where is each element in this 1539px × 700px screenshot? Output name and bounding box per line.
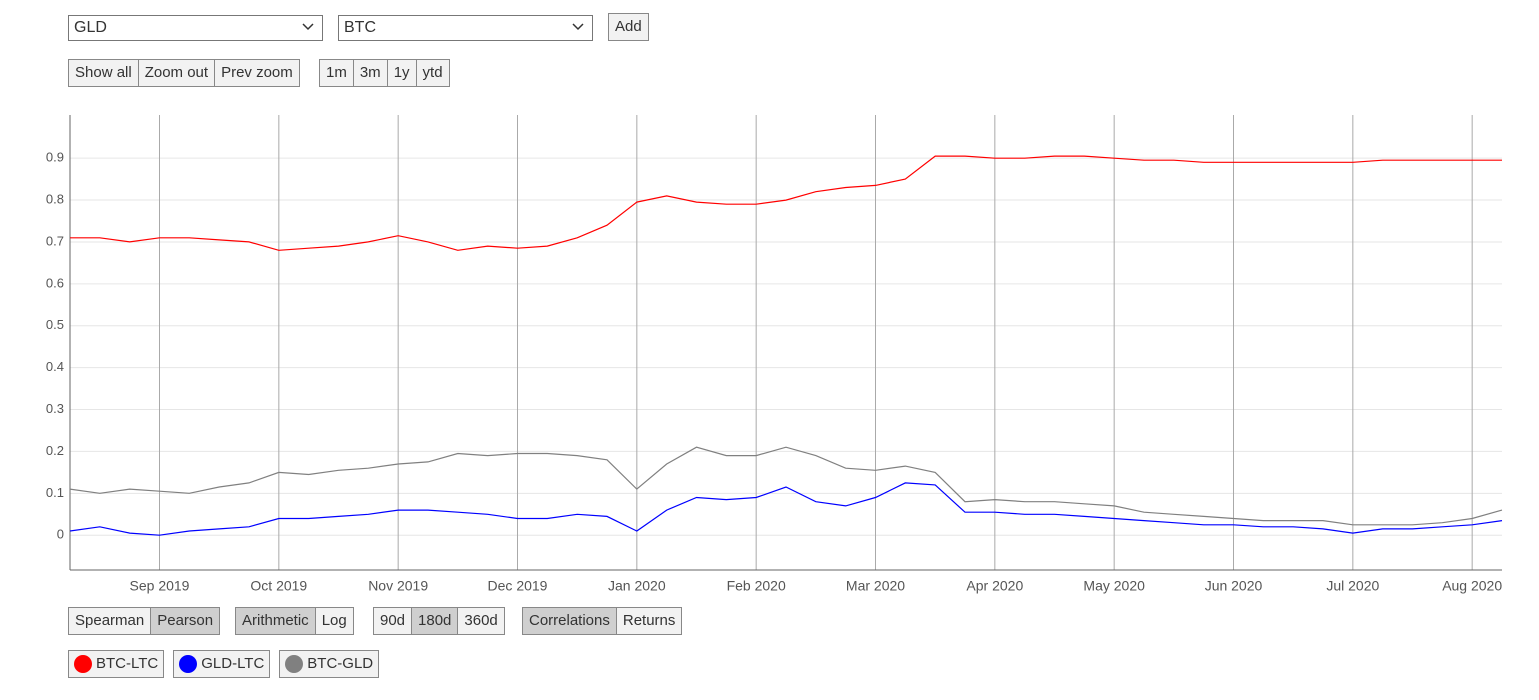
x-tick-label: Jun 2020 [1205,578,1263,594]
button[interactable]: Prev zoom [214,59,300,87]
x-tick-label: Dec 2019 [488,578,548,594]
series-line [70,155,1502,251]
legend-label: GLD-LTC [201,655,265,672]
button[interactable]: Returns [615,607,683,635]
x-tick-label: Oct 2019 [250,578,307,594]
legend: BTC-LTC GLD-LTC BTC-GLD [68,650,388,678]
add-button[interactable]: Add [608,13,649,41]
button[interactable]: 180d [411,607,459,635]
y-tick-label: 0.5 [46,317,64,332]
x-tick-label: Jul 2020 [1326,578,1379,594]
legend-label: BTC-LTC [96,655,159,672]
x-tick-label: Feb 2020 [727,578,786,594]
range-buttons: 1m 3m 1y ytd [319,59,450,87]
select[interactable]: BTC [338,15,593,41]
x-tick-label: Mar 2020 [846,578,905,594]
y-tick-label: 0.2 [46,443,64,458]
legend-item[interactable]: BTC-LTC [68,650,165,678]
zoom-buttons: Show all Zoom out Prev zoom [68,59,300,87]
x-tick-label: Nov 2019 [368,578,428,594]
select[interactable]: GLD [68,15,323,41]
legend-swatch [285,655,304,673]
y-tick-label: 0.8 [46,191,64,206]
button[interactable]: 3m [352,59,388,87]
legend-swatch [74,655,92,673]
legend-swatch [179,655,198,673]
chevron [572,23,584,31]
select-text: BTC [344,19,376,36]
button[interactable]: Arithmetic [235,607,316,635]
button[interactable]: ytd [415,59,450,87]
view-buttons: Correlations Returns [522,607,683,635]
y-tick-label: 0.1 [46,485,64,500]
legend-item[interactable]: GLD-LTC [173,650,271,678]
method-buttons: Spearman Pearson [68,607,221,635]
button[interactable]: Log [314,607,354,635]
series-line [69,482,1503,536]
legend-item[interactable]: BTC-GLD [279,650,380,678]
button[interactable]: 90d [373,607,413,635]
window-buttons: 90d 180d 360d [373,607,505,635]
chevron [302,23,314,31]
x-tick-label: Sep 2019 [130,578,190,594]
x-tick-label: Jan 2020 [608,578,666,594]
chart: 0 0.1 0.2 0.3 0.4 0.5 0.6 0.7 0.8 0.9 Sep 2019 Oct … [46,115,1503,594]
y-tick-label: 0.6 [46,275,64,290]
x-tick-label: Apr 2020 [966,578,1023,594]
x-tick-label: Aug 2020 [1442,578,1502,594]
x-tick-label: May 2020 [1083,578,1145,594]
button[interactable]: Spearman [68,607,152,635]
button[interactable]: 360d [457,607,505,635]
select-text: GLD [74,19,107,36]
y-tick-label: 0.9 [46,150,64,165]
legend-label: BTC-GLD [307,655,374,672]
series-line [69,446,1503,526]
y-tick-label: 0 [57,527,64,542]
button[interactable]: Correlations [522,607,617,635]
y-tick-label: 0.4 [46,359,64,374]
button[interactable]: 1m [319,59,354,87]
y-tick-label: 0.7 [46,233,64,248]
button[interactable]: Zoom out [137,59,216,87]
button[interactable]: Pearson [150,607,221,635]
y-tick-label: 0.3 [46,401,64,416]
button[interactable]: Show all [68,59,139,87]
scale-buttons: Arithmetic Log [235,607,354,635]
